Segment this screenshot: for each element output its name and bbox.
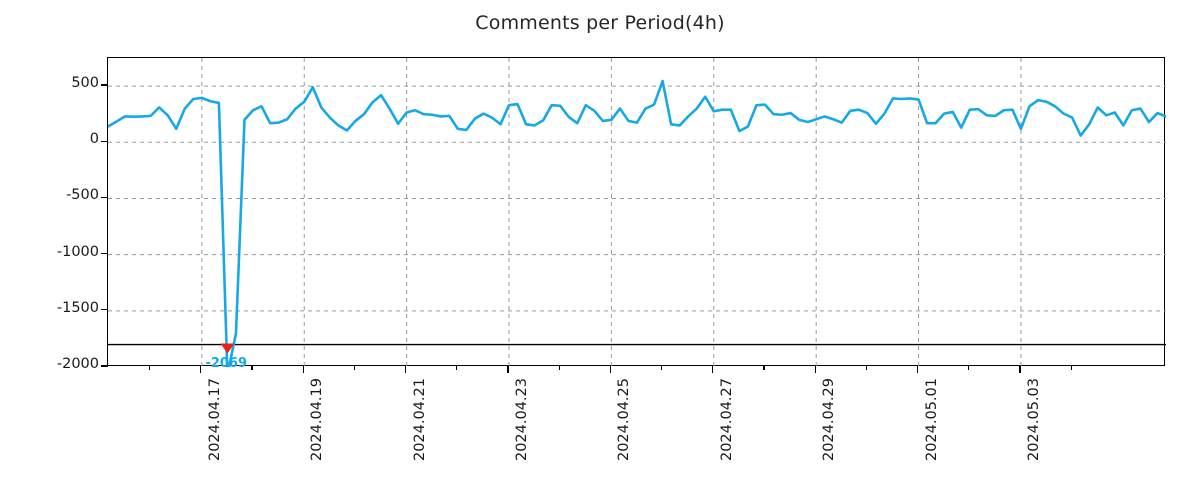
x-tick-mark [712,366,714,373]
y-tick-label: -500 [66,187,99,204]
plot-svg [108,58,1166,367]
x-tick-mark [609,366,611,373]
x-tick-minor [763,366,765,370]
x-tick-mark [200,366,202,373]
y-tick-label: 0 [89,131,99,148]
x-tick-label: 2024.04.19 [309,378,326,462]
axis-clip-mask [0,368,1200,378]
y-tick-mark [101,309,108,311]
plot-area [107,57,1166,367]
x-tick-mark [916,366,919,373]
minimum-marker-triangle-down-icon [220,343,235,354]
y-tick-mark [101,365,108,367]
data-line-comments-per-period [108,79,1166,367]
y-tick-label: 500 [71,75,99,92]
x-tick-label: 2024.04.29 [821,378,838,462]
x-tick-mark [507,366,509,373]
x-tick-label: 2024.04.27 [718,378,735,462]
x-tick-label: 2024.05.03 [1025,378,1042,462]
x-tick-minor [660,366,663,370]
y-axis: 500 0 -500 -1000 -1500 -2000 [0,0,99,500]
x-tick-minor [558,366,560,370]
y-tick-mark [101,196,108,199]
x-tick-minor [149,366,151,370]
y-tick-mark [101,253,108,255]
y-tick-mark [101,140,108,142]
x-tick-label: 2024.04.25 [616,378,633,462]
x-tick-label: 2024.04.23 [514,378,531,462]
x-tick-minor [456,366,458,370]
x-tick-mark [1019,366,1021,373]
minimum-annotation-label: -2069 [205,355,248,371]
x-tick-minor [251,366,253,370]
y-tick-label: -1000 [56,243,99,260]
y-tick-label: -1500 [56,299,99,316]
chart-title: Comments per Period(4h) [475,12,725,34]
x-tick-minor [865,366,867,370]
x-tick-mark [814,366,816,373]
x-tick-minor [968,366,970,370]
x-tick-label: 2024.05.01 [923,378,940,462]
x-tick-mark [302,366,304,373]
x-tick-label: 2024.04.21 [411,378,428,462]
x-tick-mark [405,366,407,373]
x-tick-minor [1070,366,1072,370]
y-tick-mark [101,84,108,86]
x-tick-label: 2024.04.17 [206,378,223,462]
x-tick-minor [353,366,356,370]
